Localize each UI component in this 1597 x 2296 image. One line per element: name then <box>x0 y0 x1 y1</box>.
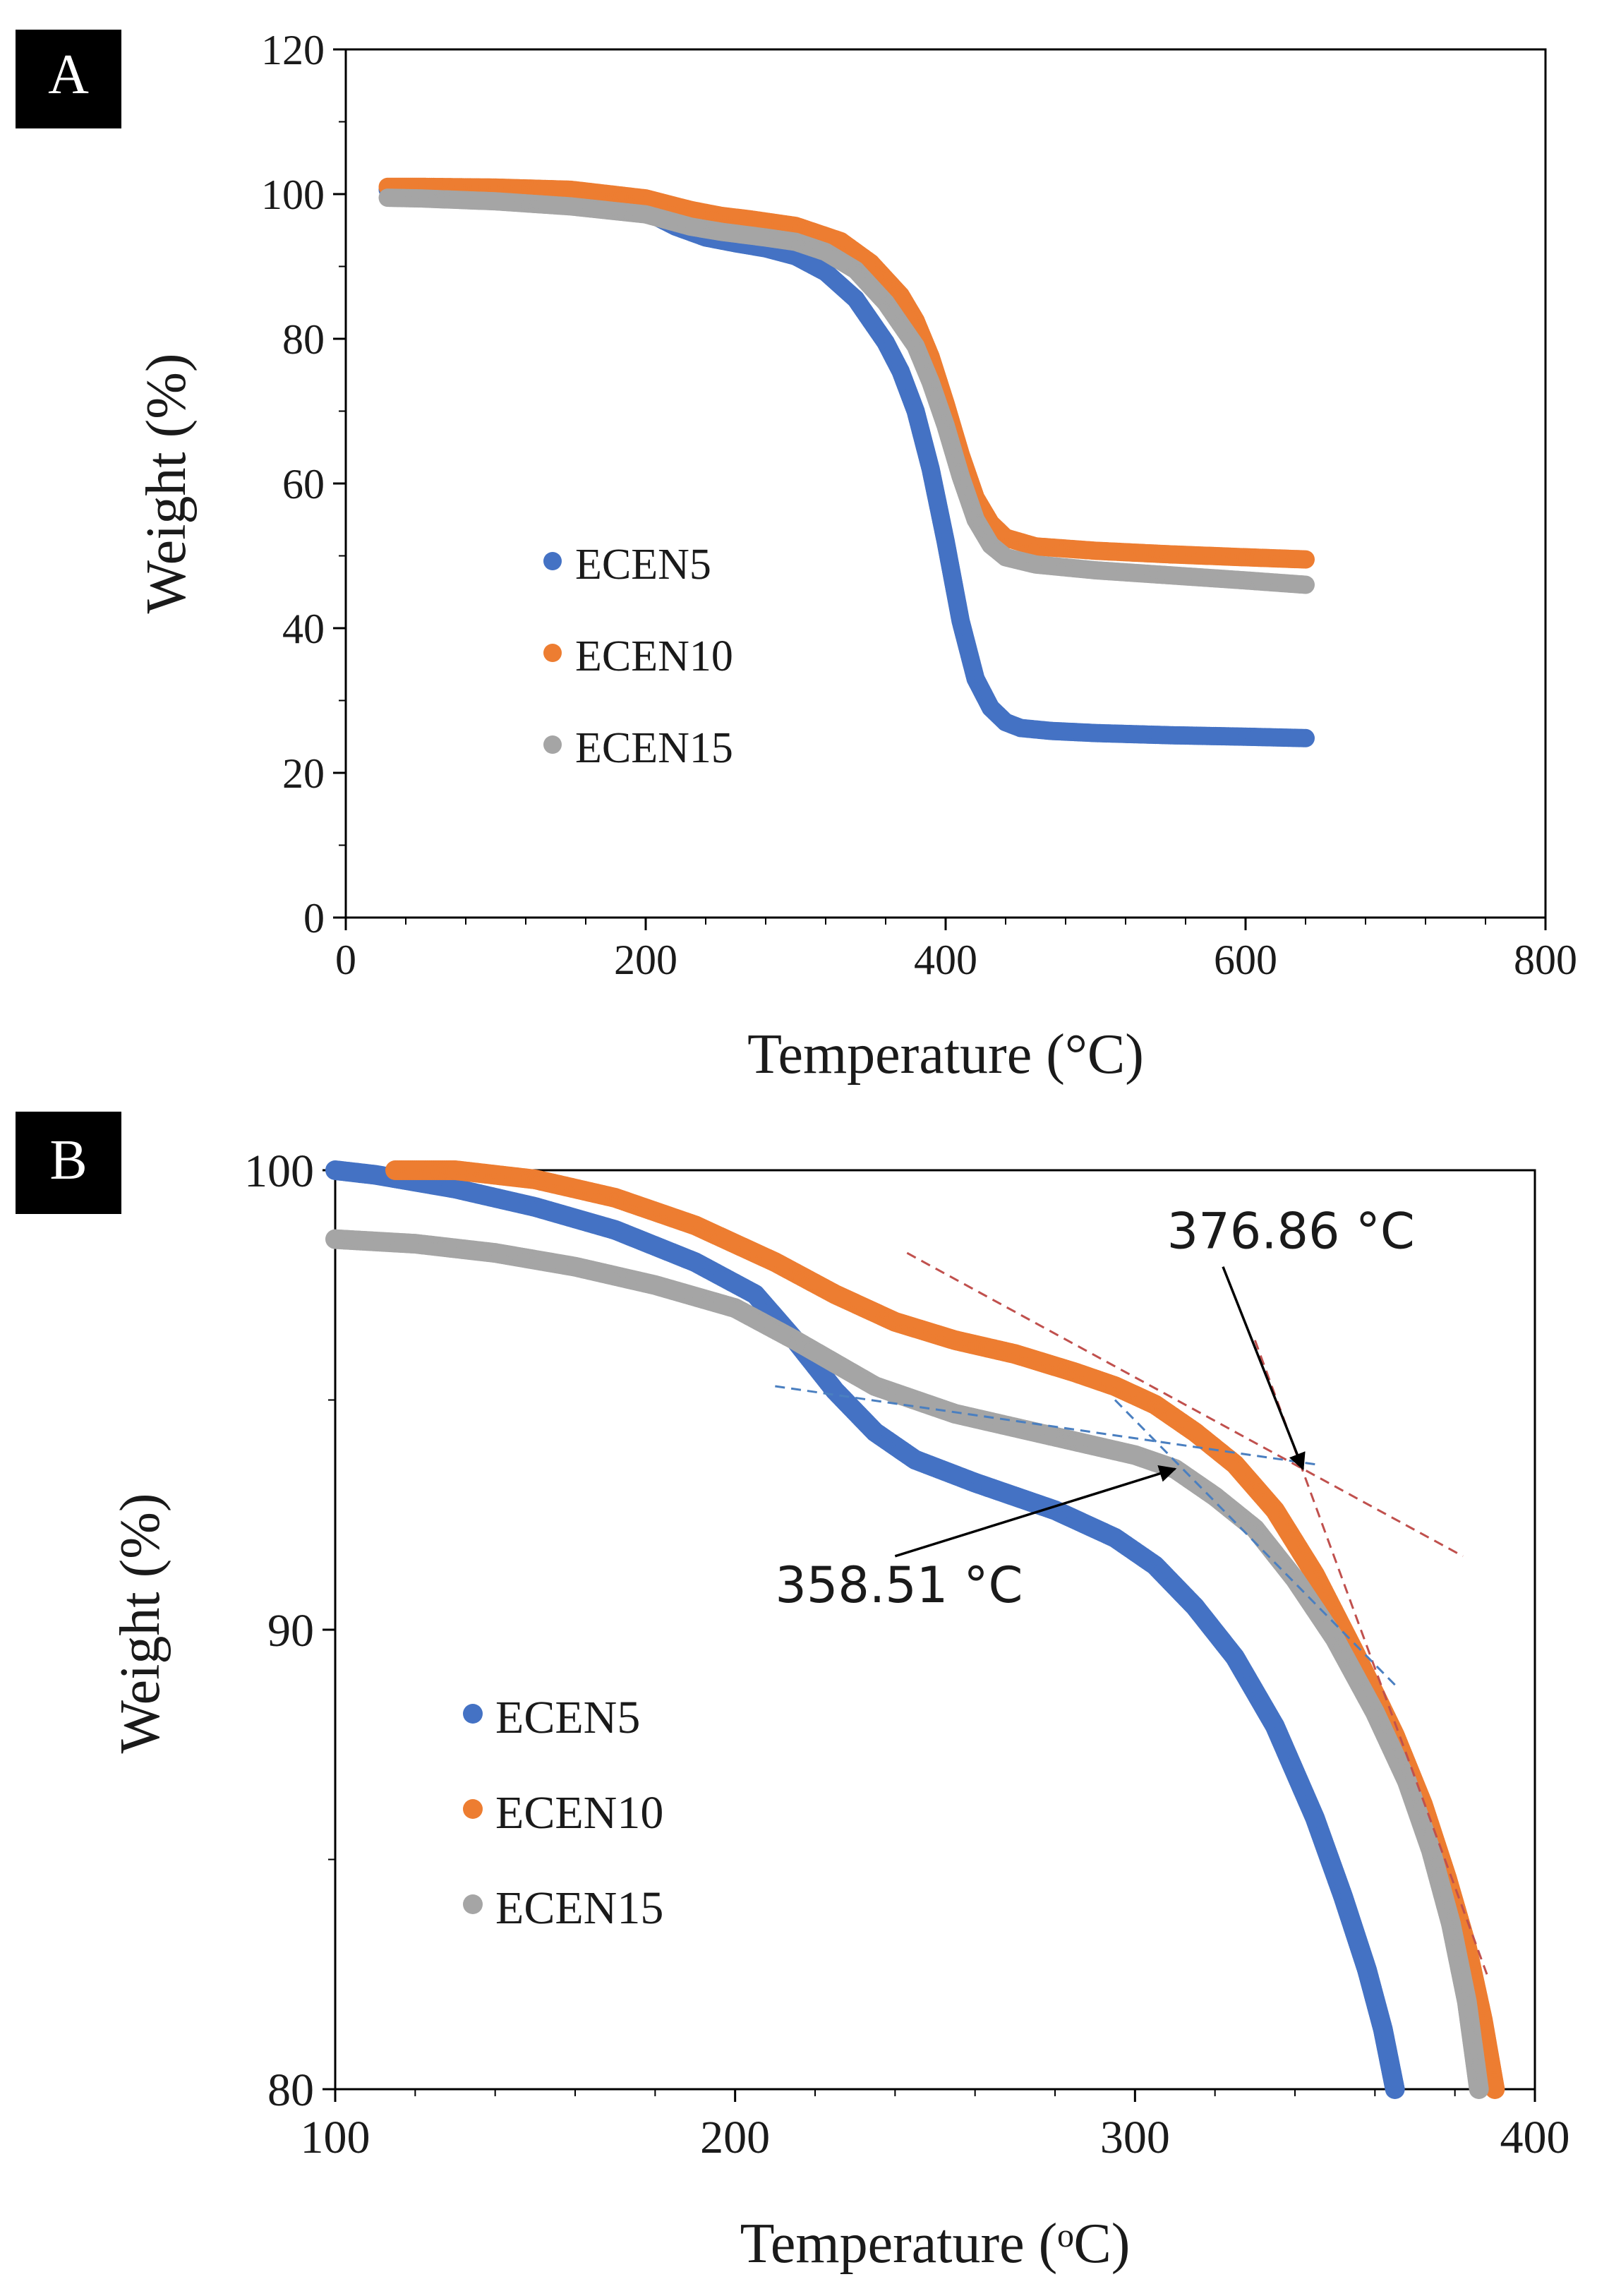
panel-b-series-ecen15 <box>325 1229 1489 2099</box>
panel-b-annotation-label-2: 358.51 °C <box>775 1556 1023 1614</box>
panel-b-point-ecen5 <box>1385 2079 1405 2099</box>
panel-a-x-tick-label: 0 <box>335 937 356 983</box>
panel-b-series-ecen5 <box>325 1160 1405 2099</box>
panel-b-y-axis-label: Weight (%) <box>109 1493 171 1754</box>
panel-a-series <box>378 177 1315 747</box>
panel-a-series-ecen10 <box>378 177 1315 569</box>
panel-b-x-axis-label: Temperature (ᵒC) <box>740 2213 1131 2275</box>
panel-a-legend-marker-ecen10 <box>543 644 562 662</box>
panel-b-legend-label-ecen5: ECEN5 <box>495 1692 640 1743</box>
panel-b-tangent-line-1 <box>906 1251 1464 1558</box>
panel-a-y-tick-label: 40 <box>282 606 325 652</box>
panel-a-tick-labels: 0 20 40 60 80 100 120 0 200 400 600 800 <box>261 27 1577 983</box>
panel-b-point-ecen10 <box>1485 2079 1505 2099</box>
panel-a-x-axis-label: Temperature (°C) <box>747 1023 1144 1086</box>
panel-b-tangent-line-3 <box>775 1385 1315 1466</box>
panel-a-legend-marker-ecen15 <box>543 735 562 754</box>
panel-a-y-tick-label: 80 <box>282 316 325 363</box>
panel-a-y-tick-label: 100 <box>261 172 325 218</box>
panel-b-legend-marker-ecen5 <box>463 1704 483 1724</box>
panel-a-legend-marker-ecen5 <box>543 552 562 570</box>
panel-a-legend-label-ecen15: ECEN15 <box>575 724 733 772</box>
panel-b-y-tick-label: 90 <box>267 1605 314 1657</box>
panel-b-annotation-arrow-1 <box>1222 1266 1306 1471</box>
panel-a-legend-label-ecen5: ECEN5 <box>575 541 711 589</box>
panel-b-tangent-line-4 <box>1114 1399 1396 1686</box>
panel-b-legend: ECEN5 ECEN10 ECEN15 <box>463 1692 663 1934</box>
panel-a-y-tick-label: 0 <box>303 895 325 942</box>
panel-b-label-box <box>16 1112 121 1214</box>
panel-b-x-tick-label: 300 <box>1100 2112 1170 2163</box>
panel-a-y-axis-label: Weight (%) <box>135 354 198 614</box>
panel-a-x-tick-label: 200 <box>614 937 677 983</box>
panel-a-chart: A 0 20 40 60 80 100 120 0 200 400 600 800 Weight (%… <box>16 27 1577 1086</box>
panel-b-x-tick-label: 200 <box>700 2112 770 2163</box>
panel-a-y-tick-label: 20 <box>282 750 325 797</box>
panel-b-y-tick-label: 100 <box>244 1146 314 1197</box>
panel-a-x-tick-label: 800 <box>1514 937 1577 983</box>
panel-b-legend-marker-ecen15 <box>463 1894 483 1914</box>
panel-b-legend-label-ecen10: ECEN10 <box>495 1787 663 1839</box>
panel-a-x-tick-label: 400 <box>914 937 977 983</box>
panel-a-point-ecen10 <box>1296 550 1315 569</box>
panel-a-legend-label-ecen10: ECEN10 <box>575 632 733 680</box>
panel-a-point-ecen15 <box>1296 575 1315 594</box>
panel-b-point-ecen15 <box>1469 2079 1489 2099</box>
panel-b-x-tick-label: 400 <box>1500 2112 1570 2163</box>
panel-a-y-tick-label: 60 <box>282 461 325 507</box>
panel-a-label-box <box>16 30 121 128</box>
panel-a-ticks <box>333 48 1547 930</box>
panel-b-chart: B 80 90 100 100 200 300 400 376.86 °C 358.51 °C… <box>16 1112 1570 2275</box>
panel-b-tangent-lines <box>775 1251 1488 1975</box>
panel-b-x-tick-label: 100 <box>301 2112 370 2163</box>
panel-a-point-ecen5 <box>1296 728 1315 747</box>
panel-a-legend: ECEN5 ECEN10 ECEN15 <box>543 541 733 772</box>
panel-b-series <box>325 1160 1505 2099</box>
panel-a-series-ecen15 <box>378 188 1315 594</box>
panel-b-tick-labels: 80 90 100 100 200 300 400 <box>244 1146 1570 2163</box>
panel-b-y-tick-label: 80 <box>267 2064 314 2116</box>
panel-b-annotation-label-1: 376.86 °C <box>1167 1203 1415 1261</box>
panel-b-legend-marker-ecen10 <box>463 1799 483 1819</box>
panel-b-legend-label-ecen15: ECEN15 <box>495 1882 663 1934</box>
panel-a-label: A <box>48 44 89 106</box>
panel-b-annotation-arrow-2 <box>894 1465 1177 1558</box>
panel-b-annotations: 376.86 °C 358.51 °C <box>775 1203 1414 1614</box>
panel-a-y-tick-label: 120 <box>261 27 325 73</box>
panel-a-x-tick-label: 600 <box>1214 937 1277 983</box>
panel-b-label: B <box>49 1129 87 1191</box>
